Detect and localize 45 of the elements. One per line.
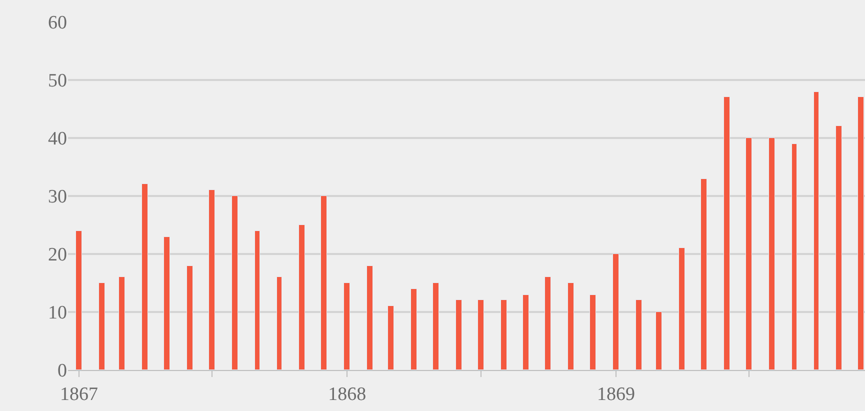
bar <box>700 178 707 370</box>
bar <box>792 144 797 370</box>
bar <box>836 126 842 370</box>
bar <box>500 300 507 370</box>
y-tick-label: 40 <box>48 128 67 150</box>
bar <box>678 248 685 370</box>
bar <box>432 282 439 370</box>
y-tick-label: 0 <box>58 360 67 382</box>
x-tick-label: 1867 <box>60 384 98 405</box>
bar <box>366 266 373 370</box>
y-tick-label: 20 <box>48 244 67 266</box>
bar <box>118 276 125 370</box>
bar <box>388 306 394 370</box>
y-tick-label: 10 <box>48 302 67 324</box>
bar <box>98 282 105 370</box>
bar <box>636 300 642 370</box>
bar <box>298 224 305 370</box>
bar <box>768 138 775 370</box>
bar <box>724 96 730 370</box>
y-tick-label: 60 <box>48 12 67 34</box>
bar <box>254 230 260 370</box>
bar <box>232 196 238 370</box>
x-tick-label: 1869 <box>596 384 635 405</box>
x-tick-label: 1868 <box>328 384 366 405</box>
bar <box>544 276 551 370</box>
bar <box>276 276 282 370</box>
bar <box>522 294 529 370</box>
bar <box>568 282 574 370</box>
bar <box>208 190 215 370</box>
bar <box>320 196 327 370</box>
bar <box>410 288 417 370</box>
bar <box>814 92 819 370</box>
y-tick-label: 50 <box>48 70 67 92</box>
bar <box>746 138 752 370</box>
bar <box>164 236 170 370</box>
bar <box>456 300 462 370</box>
bar <box>76 230 82 370</box>
y-tick-label: 30 <box>48 186 67 208</box>
bar <box>590 294 596 370</box>
bar <box>478 300 484 370</box>
bar <box>612 254 619 370</box>
bar <box>142 184 148 370</box>
bar <box>186 266 193 370</box>
bar <box>656 312 662 370</box>
bar <box>344 282 350 370</box>
